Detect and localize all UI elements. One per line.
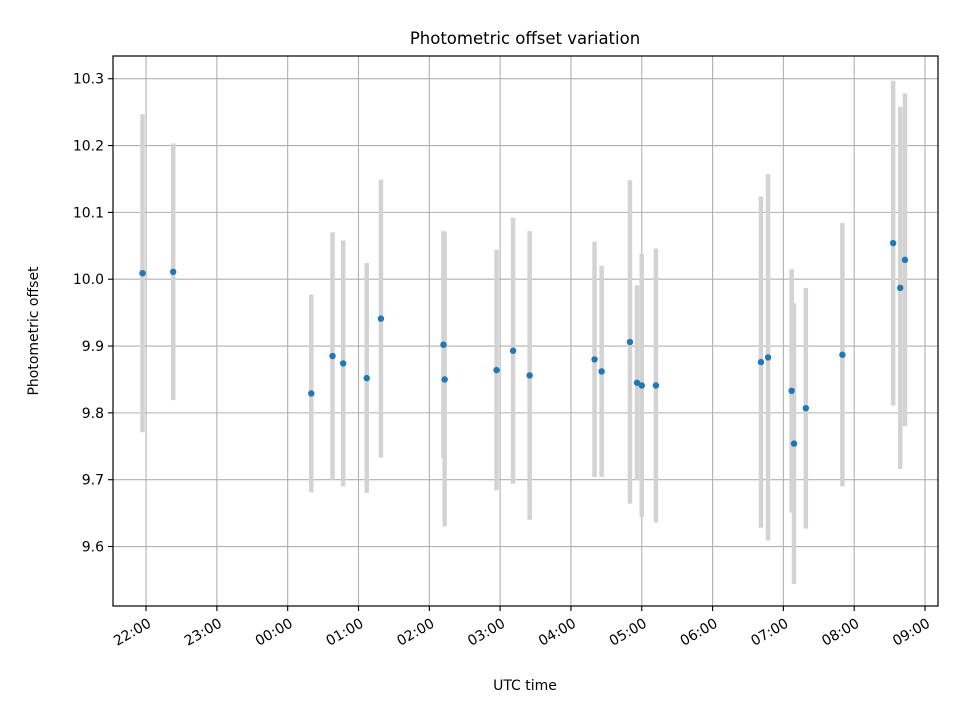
y-tick-label: 9.8 [82,406,104,422]
data-point [757,358,765,366]
y-axis-label: Photometric offset [26,266,42,396]
data-point [897,284,904,292]
y-tick-label: 9.7 [82,473,104,489]
data-point [339,360,347,367]
data-point [764,354,772,361]
data-point [790,440,798,447]
data-point [509,347,517,354]
y-tick-label: 9.6 [82,540,104,556]
y-tick-label: 10.2 [73,139,104,155]
data-point [493,366,500,374]
data-point [626,338,634,346]
data-point [598,368,605,375]
grid [113,56,938,606]
data-point [901,256,909,264]
data-point [788,387,795,395]
data-point [377,315,385,322]
data-point [308,390,315,397]
y-tick-label: 10.1 [73,205,104,221]
plot-frame [112,55,939,607]
data-point [169,268,177,276]
y-tick-label: 10.3 [73,72,104,88]
data-point [802,404,810,412]
data-point [839,351,846,358]
chart-title: Photometric offset variation [410,29,640,48]
data-point [652,382,660,389]
data-point [440,341,447,348]
data-point [633,379,641,386]
data-point [526,372,533,379]
data-point [591,356,598,363]
plot-area [113,56,938,606]
data-point [363,374,370,382]
data-point [638,382,645,389]
x-axis-label: UTC time [493,678,557,694]
data-point [889,239,897,247]
data-points [139,239,909,447]
y-tick-label: 10.0 [73,272,104,288]
data-point [441,376,448,383]
data-point [329,352,336,360]
data-point [139,269,146,277]
y-tick-label: 9.9 [82,339,104,355]
